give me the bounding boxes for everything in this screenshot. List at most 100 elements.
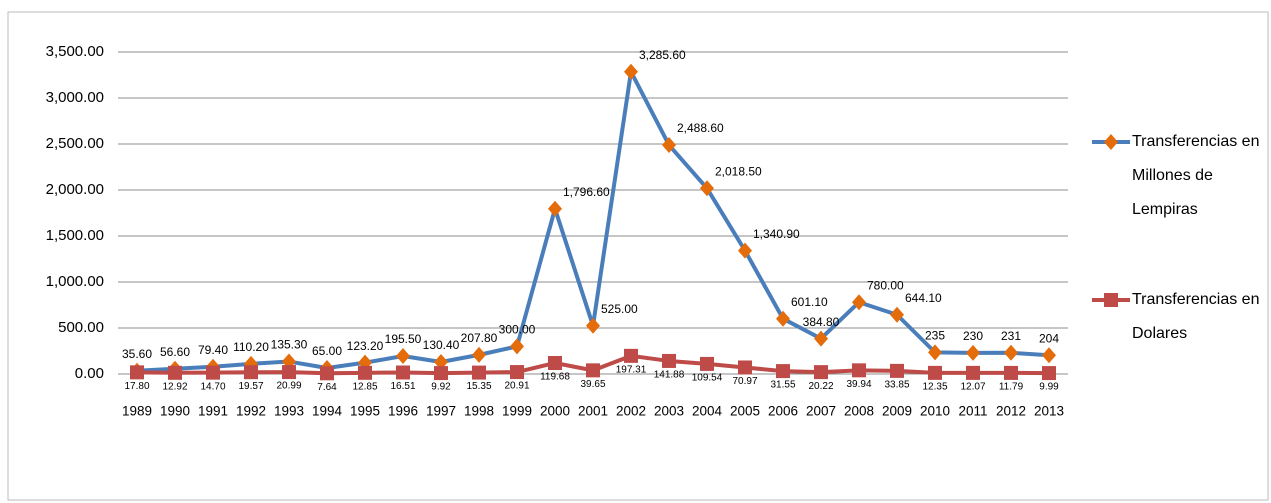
data-label: 20.99 (276, 381, 301, 392)
data-label: 20.91 (504, 381, 529, 392)
x-tick-label: 1999 (502, 404, 532, 419)
legend-label: Transferencias en Dolares (1132, 291, 1260, 342)
marker (814, 330, 828, 347)
y-tick-label: 3,000.00 (46, 89, 104, 106)
marker (1042, 366, 1056, 381)
y-tick-label: 0.00 (75, 365, 104, 382)
data-label: 12.35 (922, 382, 947, 393)
marker (472, 346, 486, 363)
marker (890, 306, 904, 323)
y-tick-label: 3,500.00 (46, 43, 104, 60)
data-label: 79.40 (198, 343, 228, 357)
marker (624, 348, 638, 363)
chart-area (7, 11, 1269, 501)
x-tick-label: 1994 (312, 404, 343, 419)
data-label: 1,796.60 (563, 185, 610, 199)
x-tick-label: 2008 (844, 404, 874, 419)
data-label: 384.80 (803, 315, 840, 329)
marker (624, 63, 638, 80)
data-label: 9.99 (1039, 382, 1059, 393)
data-label: 15.35 (466, 381, 491, 392)
data-label: 525.00 (601, 302, 638, 316)
x-tick-label: 2007 (806, 404, 836, 419)
x-tick-label: 1992 (236, 404, 266, 419)
x-tick-label: 2003 (654, 404, 684, 419)
marker (928, 365, 942, 380)
data-label: 130.40 (423, 338, 460, 352)
x-tick-label: 2012 (996, 404, 1026, 419)
marker (396, 365, 410, 380)
x-tick-label: 2004 (692, 404, 723, 419)
x-tick-label: 2010 (920, 404, 950, 419)
marker (852, 363, 866, 378)
x-tick-label: 1993 (274, 404, 304, 419)
x-tick-label: 2013 (1034, 404, 1064, 419)
marker (662, 137, 676, 154)
data-label: 110.20 (233, 340, 269, 354)
marker (776, 310, 790, 327)
data-label: 2,018.50 (715, 164, 762, 178)
marker (434, 354, 448, 371)
marker (358, 365, 372, 380)
y-tick-label: 500.00 (58, 319, 104, 336)
data-label: 195.50 (385, 332, 422, 346)
marker (966, 344, 980, 361)
data-label: 20.22 (808, 381, 833, 392)
marker (548, 355, 562, 370)
data-label: 19.57 (238, 381, 263, 392)
data-label: 11.79 (999, 382, 1024, 393)
data-label: 12.92 (162, 381, 187, 392)
marker (510, 338, 524, 355)
marker (168, 365, 182, 380)
data-label: 780.00 (867, 278, 904, 292)
data-label: 300.00 (499, 323, 536, 337)
marker (1104, 293, 1118, 307)
data-label: 16.51 (390, 381, 415, 392)
marker (1042, 347, 1056, 364)
data-label: 33.85 (884, 380, 909, 391)
data-label: 12.85 (352, 381, 377, 392)
data-label: 119.68 (540, 372, 570, 383)
data-label: 601.10 (791, 295, 828, 309)
data-label: 56.60 (160, 345, 190, 359)
data-label: 1,340.90 (753, 227, 800, 241)
data-label: 31.55 (770, 380, 795, 391)
marker (586, 317, 600, 334)
data-label: 39.65 (580, 379, 605, 390)
x-tick-label: 1995 (350, 404, 380, 419)
marker (1004, 365, 1018, 380)
marker (738, 360, 752, 375)
marker (928, 344, 942, 361)
marker (434, 366, 448, 381)
x-tick-label: 2011 (958, 404, 987, 419)
x-tick-label: 1990 (160, 404, 190, 419)
y-tick-label: 1,000.00 (46, 273, 104, 290)
marker (244, 365, 258, 380)
data-label: 3,285.60 (639, 48, 686, 62)
data-label: 9.92 (431, 382, 451, 393)
marker (206, 365, 220, 380)
data-label: 123.20 (347, 339, 384, 353)
data-label: 35.60 (122, 347, 152, 361)
marker (396, 348, 410, 365)
x-tick-label: 1997 (426, 404, 456, 419)
data-label: 141.88 (654, 370, 685, 381)
x-tick-label: 1991 (198, 404, 228, 419)
x-tick-label: 2006 (768, 404, 798, 419)
data-label: 231 (1001, 329, 1021, 343)
y-tick-label: 1,500.00 (46, 227, 104, 244)
marker (776, 364, 790, 379)
marker (890, 363, 904, 378)
marker (472, 365, 486, 380)
marker (814, 365, 828, 380)
data-label: 109.54 (692, 373, 723, 384)
data-label: 2,488.60 (677, 121, 724, 135)
data-label: 207.80 (461, 331, 498, 345)
y-tick-label: 2,500.00 (46, 135, 104, 152)
data-label: 135.30 (271, 338, 308, 352)
data-label: 644.10 (905, 291, 942, 305)
marker (282, 365, 296, 380)
data-label: 65.00 (312, 344, 342, 358)
